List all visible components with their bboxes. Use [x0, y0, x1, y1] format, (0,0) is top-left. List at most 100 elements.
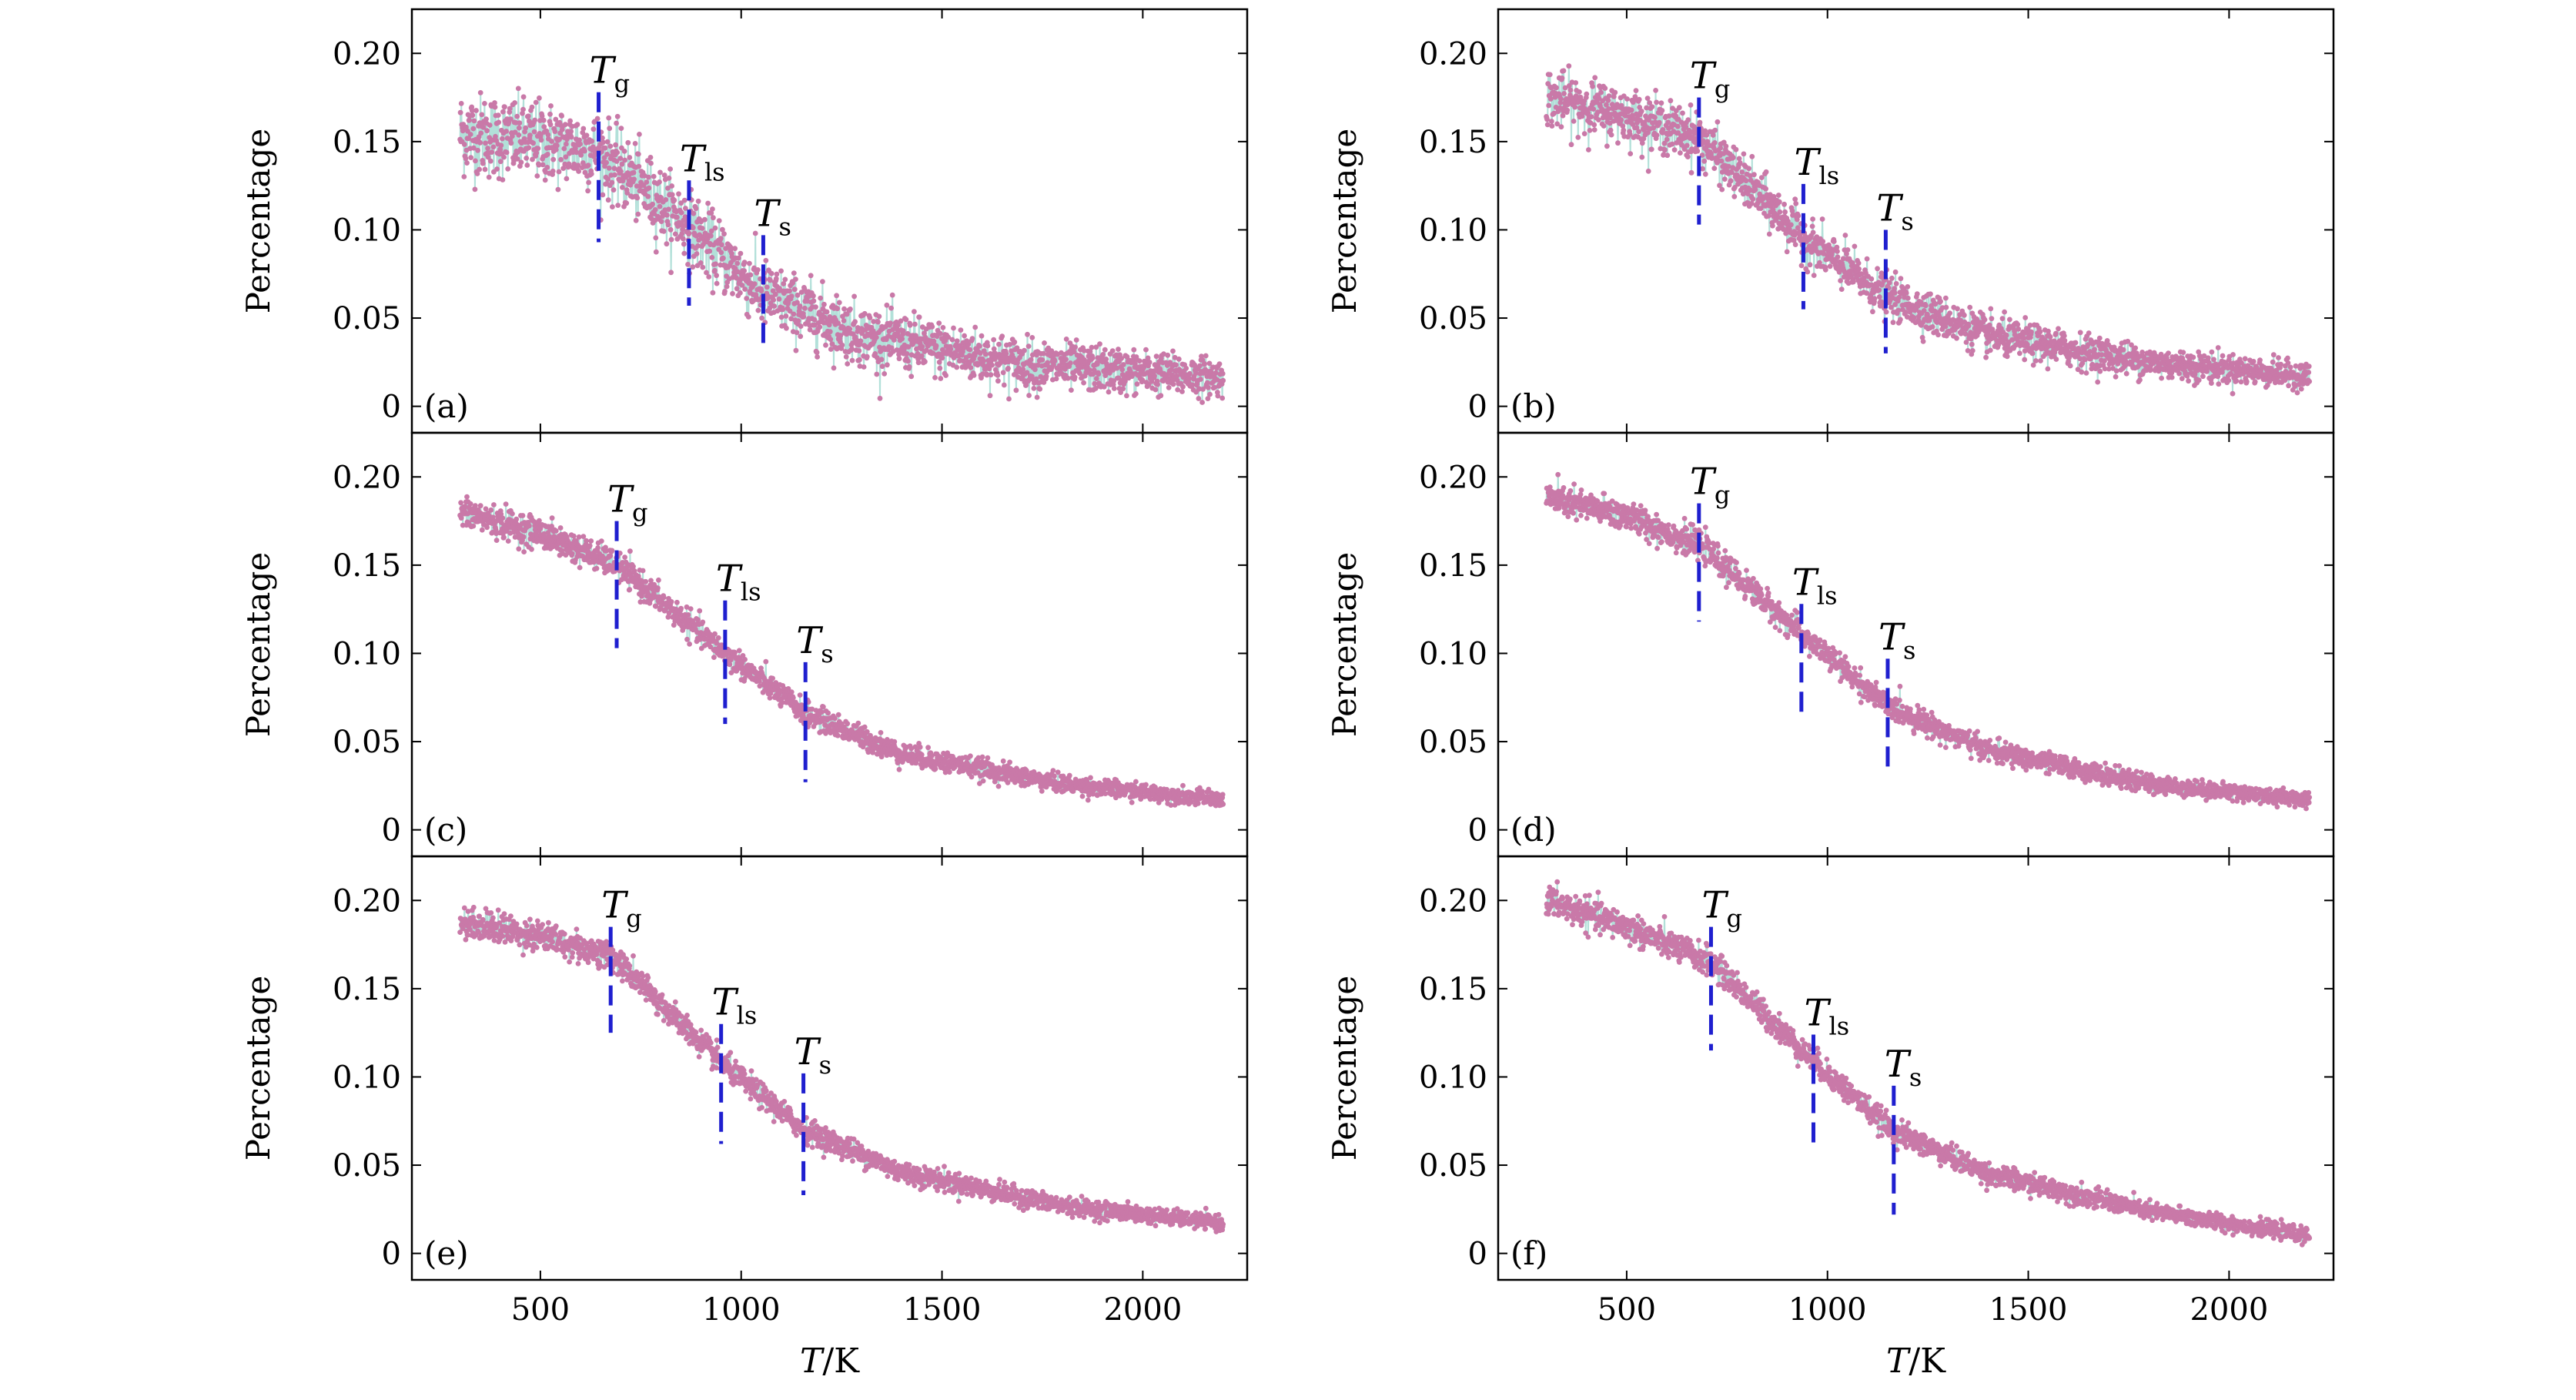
data-point: [1063, 357, 1069, 363]
data-point: [482, 166, 488, 172]
data-point: [2099, 352, 2105, 358]
data-point: [1170, 381, 1176, 387]
data-point: [2113, 368, 2119, 373]
data-point: [492, 104, 498, 110]
data-point: [605, 176, 611, 183]
data-point: [523, 125, 529, 131]
data-point: [625, 139, 631, 146]
data-point: [895, 322, 901, 328]
data-point: [1559, 75, 1565, 81]
data-point: [559, 113, 564, 119]
data-point: [1120, 386, 1126, 392]
data-point: [1202, 361, 1208, 367]
data-point: [486, 174, 492, 180]
data-point: [668, 599, 674, 605]
y-tick-label: 0.20: [333, 36, 401, 72]
data-point: [1883, 309, 1889, 315]
data-point: [2243, 379, 2250, 384]
data-point: [1023, 382, 1029, 388]
data-point: [676, 191, 681, 197]
data-point: [888, 320, 893, 326]
data-point: [1719, 186, 1725, 193]
data-point: [1864, 256, 1870, 262]
data-point: [668, 236, 674, 243]
data-point: [1106, 389, 1112, 395]
data-point: [690, 225, 696, 231]
data-point: [1935, 332, 1941, 338]
data-point: [514, 156, 520, 162]
data-point: [1962, 331, 1969, 337]
data-point: [2016, 326, 2022, 332]
data-point: [936, 359, 942, 365]
data-point: [1831, 239, 1837, 244]
data-point: [1560, 112, 1566, 119]
data-point: [2024, 330, 2030, 336]
data-point: [2307, 379, 2313, 384]
data-point: [1975, 329, 1982, 335]
data-point: [898, 318, 904, 324]
data-point: [2027, 323, 2033, 328]
data-point: [821, 704, 826, 710]
data-point: [2180, 350, 2186, 355]
data-point: [1022, 347, 1027, 353]
data-point: [981, 358, 986, 363]
data-point: [2184, 373, 2190, 379]
data-point: [518, 159, 524, 166]
data-point: [2270, 352, 2277, 358]
data-point: [1715, 119, 1721, 125]
data-point: [1590, 83, 1596, 89]
data-point: [2030, 362, 2036, 368]
data-point: [678, 605, 684, 611]
data-point: [763, 257, 769, 263]
data-point: [568, 129, 574, 135]
data-point: [1077, 370, 1082, 377]
data-point: [1544, 116, 1550, 122]
data-point: [820, 279, 825, 284]
data-point: [1636, 129, 1642, 135]
data-point: [1000, 370, 1006, 376]
data-point: [1571, 119, 1577, 124]
data-point: [708, 210, 714, 216]
data-point: [534, 150, 540, 156]
data-point: [607, 126, 613, 132]
data-point: [919, 343, 925, 350]
data-point: [922, 359, 928, 365]
data-point: [1196, 396, 1202, 401]
data-point: [510, 511, 515, 517]
data-point: [609, 548, 615, 554]
data-point: [1986, 322, 1992, 328]
data-point: [1174, 373, 1180, 379]
data-point: [2296, 381, 2302, 387]
data-point: [2249, 367, 2254, 373]
data-point: [570, 142, 577, 147]
data-point: [1658, 100, 1664, 106]
data-point: [650, 201, 655, 207]
data-point: [1608, 132, 1614, 138]
data-point: [797, 303, 803, 309]
data-point: [1035, 362, 1041, 368]
data-point: [697, 608, 703, 614]
data-point: [516, 132, 522, 138]
data-point: [774, 271, 780, 277]
data-point: [477, 503, 483, 509]
data-point: [772, 291, 778, 297]
data-point: [514, 113, 520, 119]
data-point: [1834, 244, 1840, 250]
data-point: [1037, 386, 1043, 392]
data-point: [467, 132, 473, 137]
data-point: [1805, 269, 1811, 275]
data-point: [2083, 357, 2088, 363]
data-point: [1068, 360, 1073, 366]
data-point: [520, 110, 525, 116]
data-point: [718, 250, 724, 256]
data-point: [585, 188, 590, 194]
data-point: [857, 363, 863, 369]
data-point: [741, 268, 747, 273]
data-point: [1165, 352, 1171, 358]
data-point: [1728, 169, 1735, 176]
data-point: [1564, 107, 1571, 113]
data-point: [991, 337, 997, 343]
data-point: [574, 122, 580, 128]
data-point: [2106, 366, 2112, 372]
data-point: [590, 126, 597, 132]
